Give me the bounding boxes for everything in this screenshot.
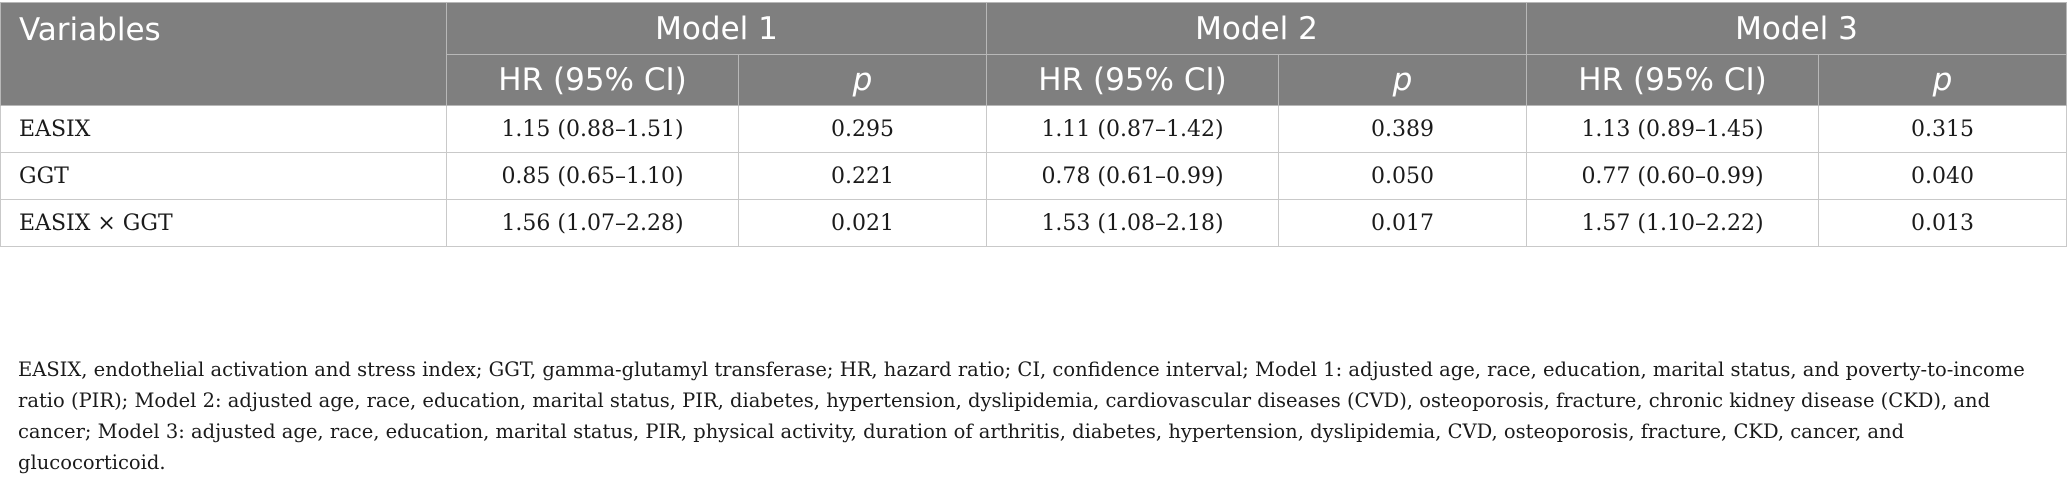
model-3-hr-cell: 1.57 (1.10–2.22) <box>1526 199 1819 247</box>
variable-cell: GGT <box>0 152 447 200</box>
variable-cell: EASIX <box>0 105 447 153</box>
model-2-hr-cell: 0.78 (0.61–0.99) <box>986 152 1279 200</box>
header-row-stats: HR (95% CI) p HR (95% CI) p HR (95% CI) … <box>1 54 2067 106</box>
model-1-hr-header: HR (95% CI) <box>446 54 739 106</box>
table-body: EASIX 1.15 (0.88–1.51) 0.295 1.11 (0.87–… <box>0 105 2067 247</box>
table-row: GGT 0.85 (0.65–1.10) 0.221 0.78 (0.61–0.… <box>0 152 2067 200</box>
model-2-p-cell: 0.050 <box>1278 152 1527 200</box>
table-footnote: EASIX, endothelial activation and stress… <box>18 357 2025 474</box>
model-3-p-cell: 0.315 <box>1818 105 2067 153</box>
model-1-hr-cell: 1.15 (0.88–1.51) <box>446 105 739 153</box>
model-3-hr-cell: 1.13 (0.89–1.45) <box>1526 105 1819 153</box>
results-table-container: Variables Model 1 Model 2 Model 3 HR (95… <box>0 2 2067 247</box>
model-2-p-cell: 0.389 <box>1278 105 1527 153</box>
model-3-p-cell: 0.040 <box>1818 152 2067 200</box>
model-3-header: Model 3 <box>1526 2 2067 55</box>
model-1-p-header: p <box>738 54 987 106</box>
model-2-p-header: p <box>1278 54 1527 106</box>
table-row: EASIX × GGT 1.56 (1.07–2.28) 0.021 1.53 … <box>0 199 2067 247</box>
variables-header: Variables <box>0 2 447 106</box>
model-1-hr-cell: 1.56 (1.07–2.28) <box>446 199 739 247</box>
model-3-hr-header: HR (95% CI) <box>1526 54 1819 106</box>
model-2-hr-cell: 1.11 (0.87–1.42) <box>986 105 1279 153</box>
model-1-p-cell: 0.021 <box>738 199 987 247</box>
hazard-ratio-table: Variables Model 1 Model 2 Model 3 HR (95… <box>0 2 2067 247</box>
model-3-hr-cell: 0.77 (0.60–0.99) <box>1526 152 1819 200</box>
model-1-p-cell: 0.221 <box>738 152 987 200</box>
variable-cell: EASIX × GGT <box>0 199 447 247</box>
model-1-header: Model 1 <box>446 2 987 55</box>
model-2-header: Model 2 <box>986 2 1527 55</box>
model-3-p-header: p <box>1818 54 2067 106</box>
model-3-p-cell: 0.013 <box>1818 199 2067 247</box>
model-2-p-cell: 0.017 <box>1278 199 1527 247</box>
model-1-p-cell: 0.295 <box>738 105 987 153</box>
model-1-hr-cell: 0.85 (0.65–1.10) <box>446 152 739 200</box>
model-2-hr-header: HR (95% CI) <box>986 54 1279 106</box>
model-2-hr-cell: 1.53 (1.08–2.18) <box>986 199 1279 247</box>
table-header: Variables Model 1 Model 2 Model 3 HR (95… <box>0 2 2067 106</box>
table-row: EASIX 1.15 (0.88–1.51) 0.295 1.11 (0.87–… <box>0 105 2067 153</box>
header-row-models: Variables Model 1 Model 2 Model 3 <box>0 2 2067 106</box>
